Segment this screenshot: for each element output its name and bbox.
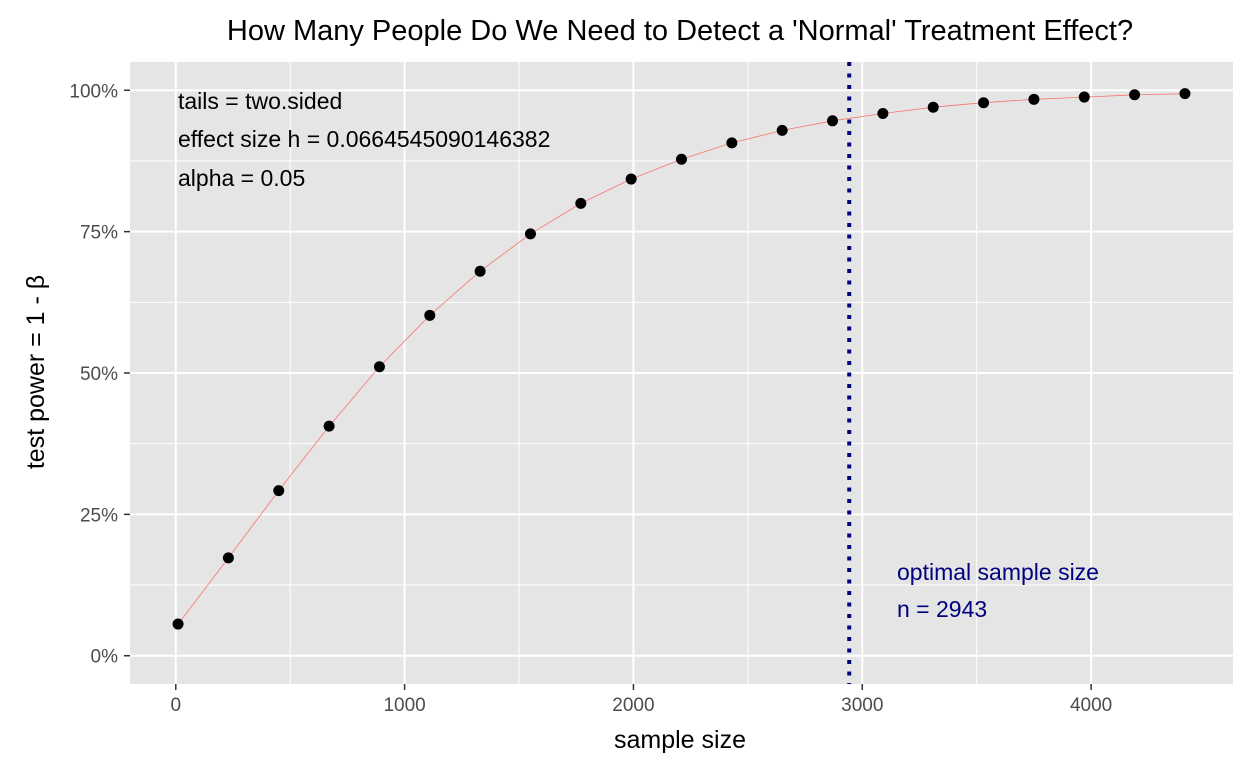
data-point <box>726 137 738 149</box>
data-point <box>776 124 788 136</box>
chart-title: How Many People Do We Need to Detect a '… <box>227 15 1133 47</box>
x-tick-label: 0 <box>170 695 181 716</box>
x-tick-label: 1000 <box>383 695 425 716</box>
data-point <box>676 153 687 165</box>
data-point <box>625 173 637 185</box>
data-point <box>978 97 990 109</box>
data-points <box>172 88 1191 630</box>
x-tick-label: 3000 <box>841 695 883 716</box>
data-point <box>575 197 587 209</box>
data-point <box>373 361 385 373</box>
y-tick-label: 0% <box>91 647 119 668</box>
optimal-sample-size-label: optimal sample size <box>897 559 1099 585</box>
y-axis-title: test power = 1 - β <box>22 275 50 469</box>
alpha-annotation: alpha = 0.05 <box>178 165 305 191</box>
x-tick-label: 2000 <box>612 695 654 716</box>
optimal-annotation: optimal sample size n = 2943 <box>897 559 1099 622</box>
y-tick-label: 75% <box>80 223 118 244</box>
y-axis: 0% 25% 50% 75% 100% <box>69 81 130 668</box>
data-point <box>424 309 436 321</box>
data-point <box>1078 91 1090 103</box>
x-axis: 0 1000 2000 3000 4000 <box>170 684 1112 716</box>
data-point <box>474 265 486 277</box>
data-point <box>827 115 839 127</box>
y-tick-label: 50% <box>80 364 118 385</box>
effect-size-annotation: effect size h = 0.0664545090146382 <box>178 126 550 152</box>
data-point <box>172 618 184 630</box>
tails-annotation: tails = two.sided <box>178 88 342 114</box>
data-point <box>1028 93 1040 105</box>
major-gridlines <box>130 62 1233 684</box>
data-point <box>273 485 285 497</box>
data-point <box>877 107 889 119</box>
data-point <box>927 101 939 113</box>
data-point <box>222 552 234 564</box>
y-tick-label: 100% <box>69 81 118 102</box>
x-axis-title: sample size <box>614 726 746 754</box>
parameter-annotations: tails = two.sided effect size h = 0.0664… <box>178 88 550 191</box>
data-point <box>524 228 536 240</box>
optimal-n-label: n = 2943 <box>897 596 987 622</box>
data-point <box>323 420 335 432</box>
data-point <box>1179 88 1191 100</box>
x-tick-label: 4000 <box>1070 695 1112 716</box>
y-tick-label: 25% <box>80 505 118 526</box>
data-point <box>1129 89 1141 101</box>
